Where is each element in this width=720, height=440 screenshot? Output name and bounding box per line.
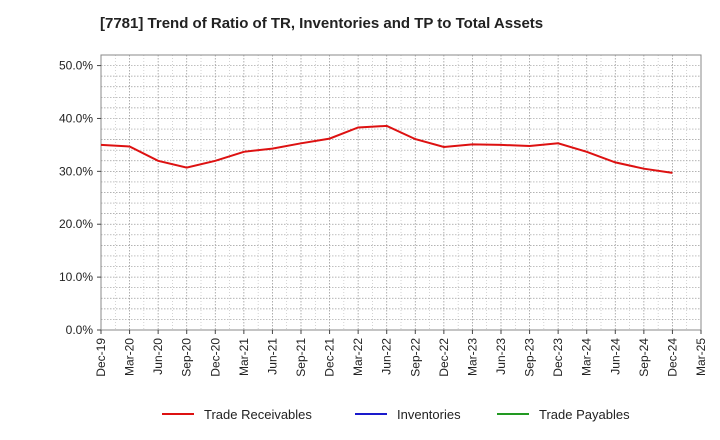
x-tick-label: Dec-20 [208, 338, 222, 377]
x-tick-label: Mar-22 [351, 338, 365, 376]
x-tick-label: Mar-24 [580, 338, 594, 376]
x-tick-label: Jun-22 [380, 338, 394, 375]
y-tick-label: 10.0% [59, 270, 93, 284]
chart-title: [7781] Trend of Ratio of TR, Inventories… [100, 15, 544, 32]
legend-label-trade-payables: Trade Payables [539, 407, 630, 422]
legend-label-trade-receivables: Trade Receivables [204, 407, 312, 422]
x-tick-label: Mar-21 [237, 338, 251, 376]
series-lines [100, 124, 673, 174]
x-tick-label: Mar-23 [465, 338, 479, 376]
x-tick-label: Jun-20 [151, 338, 165, 375]
x-tick-label: Sep-24 [637, 338, 651, 377]
x-axis-ticks: Dec-19 Mar-20 Jun-20 Sep-20 Dec-20 Mar-21 Jun-… [94, 330, 708, 377]
plot-frame [100, 54, 702, 331]
y-axis-ticks: 0.0% 10.0% 20.0% 30.0% 40.0% 50.0% [59, 59, 101, 337]
x-tick-label: Dec-19 [94, 338, 108, 377]
x-tick-label: Mar-20 [123, 338, 137, 376]
x-tick-label: Mar-25 [694, 338, 708, 376]
y-tick-label: 50.0% [59, 59, 93, 73]
x-tick-label: Dec-21 [323, 338, 337, 377]
y-tick-label: 40.0% [59, 111, 93, 125]
grid-lines [100, 54, 702, 331]
legend: Trade Receivables Inventories Trade Payabl… [162, 407, 630, 422]
x-tick-label: Sep-21 [294, 338, 308, 377]
x-tick-label: Sep-23 [523, 338, 537, 377]
x-tick-label: Jun-21 [265, 338, 279, 375]
x-tick-label: Sep-22 [408, 338, 422, 377]
x-tick-label: Dec-23 [551, 338, 565, 377]
x-tick-label: Sep-20 [180, 338, 194, 377]
x-tick-label: Jun-23 [494, 338, 508, 375]
x-tick-label: Dec-22 [437, 338, 451, 377]
legend-label-inventories: Inventories [397, 407, 461, 422]
x-tick-label: Jun-24 [608, 338, 622, 375]
y-tick-label: 30.0% [59, 164, 93, 178]
y-tick-label: 0.0% [66, 323, 94, 337]
x-tick-label: Dec-24 [665, 338, 679, 377]
series-line-trade-receivables [100, 124, 673, 174]
y-tick-label: 20.0% [59, 217, 93, 231]
